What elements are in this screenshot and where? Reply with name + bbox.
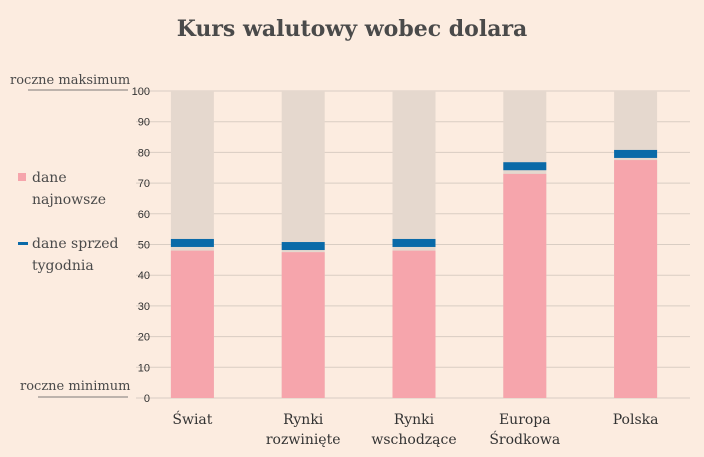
x-tick-label-5-1: Polska — [613, 412, 659, 428]
marker-previous-3 — [392, 238, 436, 247]
bar-latest-4 — [503, 173, 547, 398]
x-axis: Świat Rynki rozwinięte Rynki wschodzące Europ… — [172, 410, 658, 448]
legend-label-previous-1: dane sprzed — [32, 236, 119, 252]
legend-label-latest-2: najnowsze — [32, 192, 106, 208]
y-tick-label-60: 60 — [138, 209, 150, 221]
annotations: roczne maksimum roczne minimum — [10, 73, 130, 398]
marker-previous-1 — [170, 238, 214, 247]
x-tick-label-3-2: wschodzące — [371, 432, 456, 448]
y-tick-label-30: 30 — [138, 301, 150, 313]
bar-latest-2 — [281, 252, 325, 398]
bar-latest-1 — [170, 250, 214, 398]
legend: dane najnowsze dane sprzed tygodnia — [18, 170, 119, 274]
annotation-max: roczne maksimum — [10, 73, 130, 88]
marker-previous-4 — [503, 162, 547, 171]
x-tick-label-4-1: Europa — [499, 412, 551, 428]
x-tick-label-4-2: Środkowa — [489, 430, 560, 448]
x-tick-label-3-1: Rynki — [394, 412, 435, 428]
marker-previous-2 — [281, 242, 325, 251]
annotation-min: roczne minimum — [20, 379, 130, 394]
legend-label-latest-1: dane — [32, 170, 67, 186]
chart-title: Kurs walutowy wobec dolara — [177, 16, 528, 42]
y-tick-label-80: 80 — [138, 147, 150, 159]
bar-latest-3 — [392, 250, 436, 398]
legend-swatch-latest — [18, 173, 26, 181]
x-tick-label-2-2: rozwinięte — [266, 432, 341, 448]
marker-previous-5 — [614, 149, 658, 158]
bar-latest-5 — [614, 160, 658, 398]
x-tick-label-2-1: Rynki — [283, 412, 324, 428]
legend-swatch-previous — [18, 242, 28, 245]
y-tick-label-50: 50 — [138, 240, 150, 252]
bars — [170, 149, 658, 398]
y-tick-label-100: 100 — [132, 86, 150, 98]
x-tick-label-1-1: Świat — [172, 410, 212, 428]
y-tick-label-10: 10 — [138, 362, 150, 374]
y-tick-label-40: 40 — [138, 270, 150, 282]
legend-label-previous-2: tygodnia — [32, 258, 94, 274]
y-tick-label-70: 70 — [138, 178, 150, 190]
y-tick-label-20: 20 — [138, 332, 150, 344]
y-tick-label-0: 0 — [144, 393, 150, 405]
y-tick-label-90: 90 — [138, 117, 150, 129]
y-axis: 0 10 20 30 40 50 60 70 80 90 100 — [132, 86, 150, 405]
